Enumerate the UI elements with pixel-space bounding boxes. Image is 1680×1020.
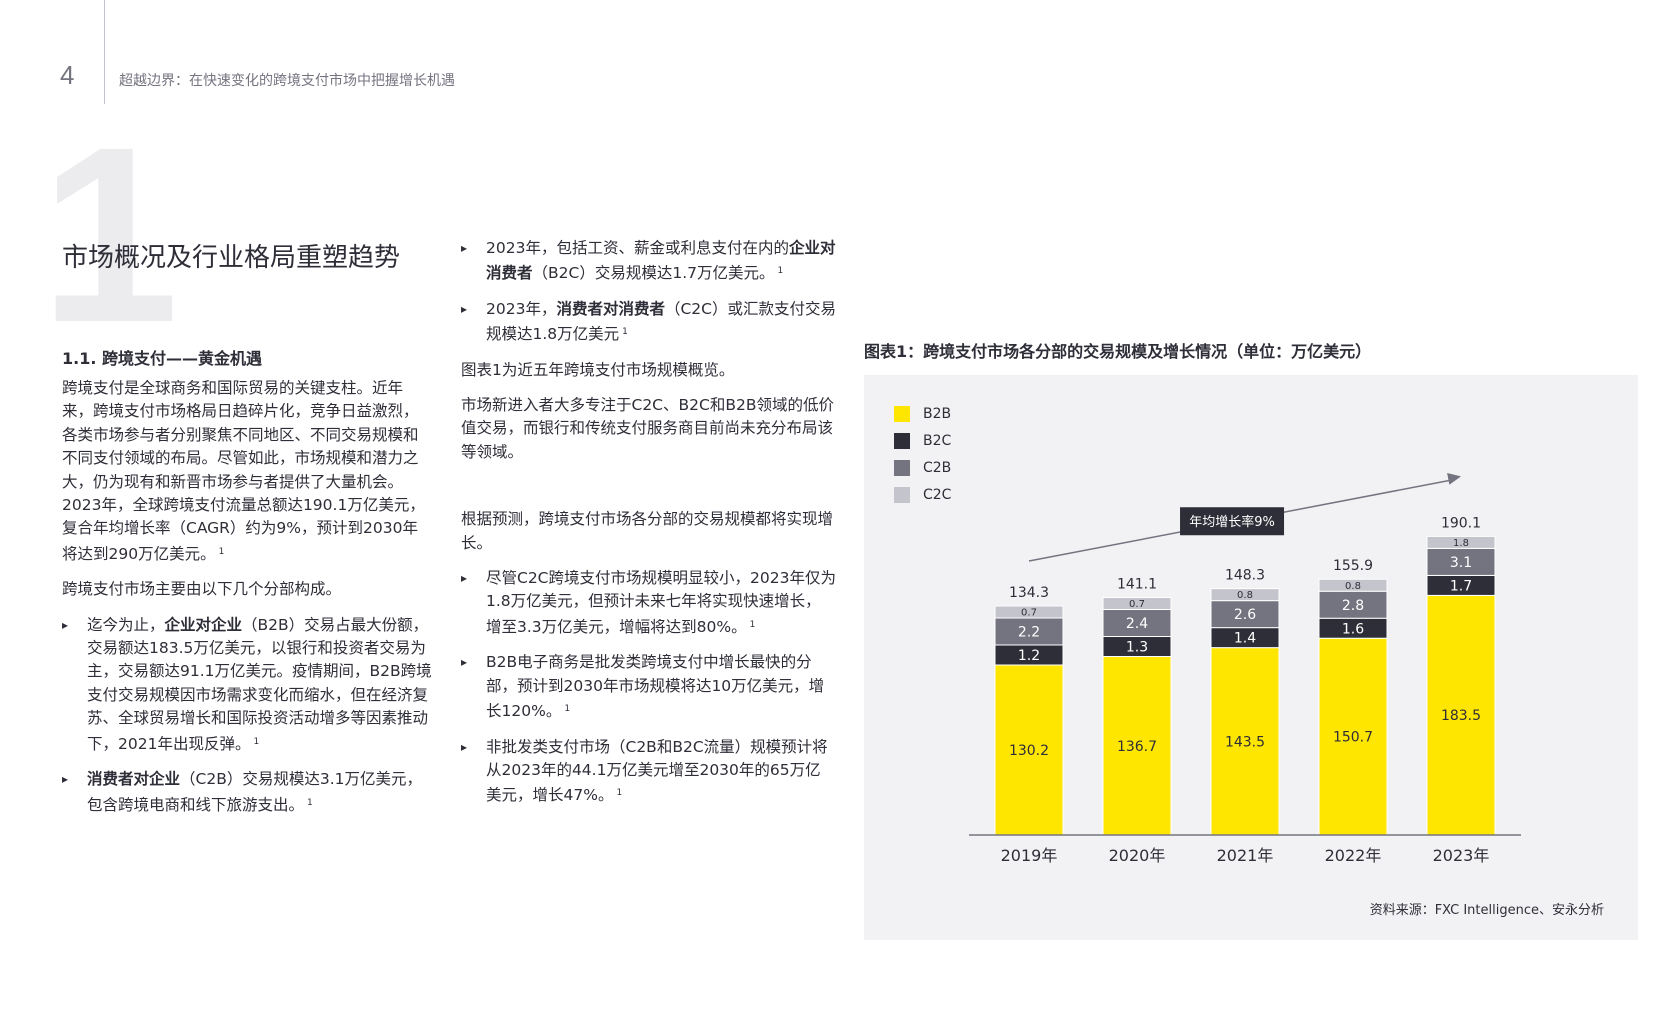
footnote-ref: 1 [564, 704, 571, 715]
header-divider [104, 0, 105, 104]
bar-segment-b2b [1318, 637, 1388, 836]
forecast-item-c2c: 尽管C2C跨境支付市场规模明显较小，2023年仅为1.8万亿美元，但预计未来七年… [461, 567, 836, 639]
data-label: 2.8 [1342, 598, 1364, 614]
forecast-list: 尽管C2C跨境支付市场规模明显较小，2023年仅为1.8万亿美元，但预计未来七年… [461, 567, 836, 808]
bar-segment-c2b [1318, 590, 1388, 619]
bar-segment-c2c [1426, 535, 1496, 549]
chart-panel: B2B B2C C2B C2C 130.2 1.2 2.2 0.7 134.3 2019年 136… [864, 375, 1638, 940]
legend-swatch [894, 405, 910, 422]
bar-segment-c2c [1318, 578, 1388, 592]
x-tick-label: 2019年 [1001, 846, 1058, 865]
legend-item-c2b: C2B [894, 454, 951, 481]
legend-label: C2C [923, 486, 952, 503]
data-label: 150.7 [1333, 730, 1373, 746]
chart-legend: B2B B2C C2B C2C [894, 400, 951, 508]
data-label: 1.4 [1234, 631, 1256, 647]
legend-swatch [894, 486, 910, 503]
legend-item-b2c: B2C [894, 427, 951, 454]
data-label: 0.8 [1237, 590, 1253, 601]
figure-title: 图表1：跨境支付市场各分部的交易规模及增长情况（单位：万亿美元） [864, 342, 1372, 361]
data-label: 1.2 [1018, 648, 1040, 664]
footnote-ref: 1 [749, 619, 756, 630]
total-label: 134.3 [1009, 585, 1049, 601]
total-label: 141.1 [1117, 577, 1157, 593]
bar-segment-c2c [994, 605, 1064, 619]
chapter-numeral: 1 [40, 95, 180, 374]
cagr-annotation: 年均增长率9% [1189, 514, 1275, 530]
x-tick-label: 2022年 [1325, 846, 1382, 865]
legend-swatch [894, 432, 910, 449]
legend-label: B2C [923, 432, 952, 449]
legend-label: B2B [923, 405, 952, 422]
bar-segment-c2c [1102, 597, 1172, 611]
footnote-ref: 1 [307, 797, 313, 808]
bar-segment-b2b [1426, 594, 1496, 836]
segment-list-continued: 2023年，包括工资、薪金或利息支付在内的企业对消费者（B2C）交易规模达1.7… [461, 237, 836, 347]
list-item-c2b: 消费者对企业（C2B）交易规模达3.1万亿美元，包含跨境电商和线下旅游支出。1 [62, 768, 432, 817]
segment-list: 迄今为止，企业对企业（B2B）交易占最大份额，交易额达183.5万亿美元，以银行… [62, 614, 432, 817]
bar-segment-c2b [1426, 547, 1496, 576]
bar-segment-b2b [1102, 656, 1172, 836]
total-label: 148.3 [1225, 568, 1265, 584]
intro-paragraph: 跨境支付是全球商务和国际贸易的关键支柱。近年来，跨境支付市场格局日趋碎片化，竞争… [62, 379, 425, 563]
forecast-intro: 根据预测，跨境支付市场各分部的交易规模都将实现增长。 [461, 510, 834, 552]
running-header: 超越边界：在快速变化的跨境支付市场中把握增长机遇 [119, 73, 455, 89]
footnote-ref: 1 [253, 736, 260, 747]
total-label: 190.1 [1441, 515, 1481, 531]
bar-segment-c2b [1102, 609, 1172, 638]
x-tick-label: 2023年 [1433, 846, 1490, 865]
footnote-ref: 1 [616, 788, 623, 799]
subsection-title: 1.1. 跨境支付——黄金机遇 [62, 349, 262, 368]
chart-intro: 图表1为近五年跨境支付市场规模概览。 [461, 360, 735, 379]
footnote-ref: 1 [777, 266, 784, 277]
total-label: 155.9 [1333, 558, 1373, 574]
segments-intro: 跨境支付市场主要由以下几个分部构成。 [62, 580, 342, 599]
stacked-bar-chart: 130.2 1.2 2.2 0.7 134.3 2019年 136.7 1.3 2.4 0.7 14… [969, 473, 1521, 865]
data-label: 183.5 [1441, 708, 1481, 724]
forecast-item-b2b-ecommerce: B2B电子商务是批发类跨境支付中增长最快的分部，预计到2030年市场规模将达10… [461, 651, 836, 723]
x-tick-label: 2021年 [1217, 846, 1274, 865]
growth-arrow-head [1447, 473, 1461, 485]
page-number: 4 [60, 60, 75, 90]
section-title: 市场概况及行业格局重塑趋势 [62, 243, 401, 273]
data-label: 0.7 [1021, 608, 1037, 619]
list-item-b2b: 迄今为止，企业对企业（B2B）交易占最大份额，交易额达183.5万亿美元，以银行… [62, 614, 432, 756]
data-label: 1.3 [1126, 640, 1148, 656]
cagr-annotation-box [1180, 507, 1285, 536]
footnote-ref: 1 [218, 546, 225, 557]
forecast-item-non-wholesale: 非批发类支付市场（C2B和B2C流量）规模预计将从2023年的44.1万亿美元增… [461, 736, 836, 808]
data-label: 143.5 [1225, 734, 1265, 750]
data-label: 2.2 [1018, 625, 1040, 641]
legend-item-b2b: B2B [894, 400, 951, 427]
middle-column: 2023年，包括工资、薪金或利息支付在内的企业对消费者（B2C）交易规模达1.7… [461, 237, 836, 820]
data-label: 0.7 [1129, 599, 1145, 610]
data-label: 1.6 [1342, 621, 1364, 637]
data-label: 1.8 [1453, 538, 1469, 549]
data-label: 136.7 [1117, 739, 1157, 755]
data-label: 130.2 [1009, 743, 1049, 759]
bar-segment-c2b [1210, 600, 1280, 629]
legend-label: C2B [923, 459, 952, 476]
x-tick-label: 2020年 [1109, 846, 1166, 865]
data-label: 0.8 [1345, 581, 1361, 592]
footnote-ref: 1 [622, 327, 628, 338]
data-label: 1.7 [1450, 578, 1472, 594]
bar-segment-c2c [1210, 588, 1280, 602]
data-label: 2.6 [1234, 607, 1256, 623]
source-note: 资料来源：FXC Intelligence、安永分析 [1369, 903, 1604, 918]
left-column: 跨境支付是全球商务和国际贸易的关键支柱。近年来，跨境支付市场格局日趋碎片化，竞争… [62, 377, 432, 829]
data-label: 3.1 [1450, 555, 1472, 571]
new-entrants-paragraph: 市场新进入者大多专注于C2C、B2C和B2B领域的低价值交易，而银行和传统支付服… [461, 396, 834, 461]
legend-swatch [894, 459, 910, 476]
list-item-b2c: 2023年，包括工资、薪金或利息支付在内的企业对消费者（B2C）交易规模达1.7… [461, 237, 836, 286]
data-label: 2.4 [1126, 616, 1148, 632]
legend-item-c2c: C2C [894, 481, 951, 508]
